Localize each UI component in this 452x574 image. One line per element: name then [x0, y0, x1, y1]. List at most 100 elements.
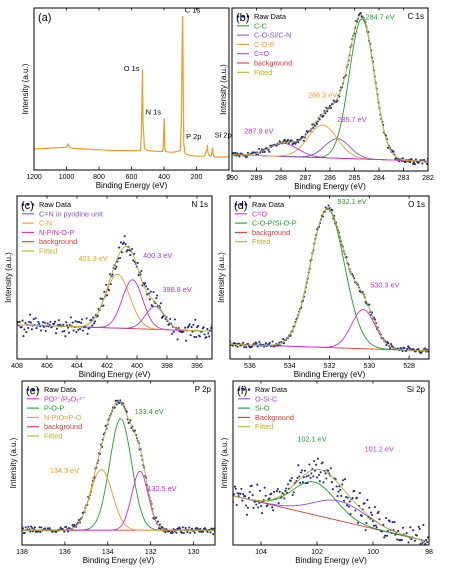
raw-data-point [272, 509, 275, 512]
raw-data-point [363, 502, 366, 505]
raw-data-point [277, 502, 280, 505]
raw-data-point [190, 527, 194, 530]
raw-data-point [172, 528, 175, 531]
peak-label: 286.3 eV [308, 91, 337, 100]
raw-data-point [342, 479, 345, 482]
peak-label: 401.3 eV [79, 254, 108, 263]
raw-data-point [119, 241, 123, 244]
raw-data-point [206, 530, 209, 533]
raw-data-point [377, 510, 380, 513]
raw-data-point [40, 329, 43, 332]
raw-data-point [149, 290, 152, 293]
legend-entry: C-O-Si/C-N [254, 31, 291, 40]
raw-data-point [72, 329, 75, 332]
peak-annotation: O 1s [124, 64, 140, 73]
raw-data-point [401, 349, 404, 353]
raw-data-point [260, 512, 263, 515]
raw-data-point [184, 339, 188, 342]
y-axis-label: Intensity (a.u.) [21, 63, 30, 114]
peak-label: 284.7 eV [366, 12, 395, 21]
raw-data-point [126, 248, 129, 252]
x-tick-label: 289 [251, 175, 263, 182]
raw-data-point [384, 534, 387, 537]
y-axis-label: Intensity (a.u.) [219, 64, 228, 115]
raw-data-point [78, 321, 81, 324]
legend-entry: Raw Data [44, 385, 77, 394]
raw-data-point [401, 526, 404, 529]
raw-data-point [129, 419, 132, 422]
raw-data-point [131, 247, 134, 250]
legend-b: Raw DataC-CC-O-Si/C-NC-O-PC=ObackgroundF… [236, 12, 292, 77]
raw-data-point [37, 530, 40, 533]
raw-data-point [297, 464, 300, 467]
panel-label: (f) [237, 385, 247, 397]
raw-data-point [290, 139, 293, 142]
raw-data-point [238, 155, 241, 158]
peak-annotation: C 1s [185, 5, 201, 14]
legend-entry: N-P/O=P-O [44, 413, 82, 422]
raw-data-point [189, 334, 192, 337]
raw-data-point [40, 526, 43, 529]
panel-title: Si 2p [407, 385, 426, 394]
raw-data-point [41, 321, 45, 324]
raw-data-point [266, 504, 269, 507]
raw-data-point [122, 241, 125, 244]
raw-data-point [31, 530, 35, 533]
raw-data-point [417, 347, 420, 351]
raw-data-point [182, 531, 185, 535]
raw-data-point [325, 106, 328, 109]
raw-data-point [195, 335, 198, 339]
raw-data-point [371, 513, 374, 516]
raw-data-point [289, 479, 292, 483]
component-peak [22, 469, 215, 531]
y-axis-label: Intensity (a.u.) [217, 252, 226, 303]
x-tick-label: 400 [131, 363, 143, 370]
raw-data-point [145, 285, 148, 288]
raw-data-point [301, 469, 304, 472]
raw-data-point [417, 525, 420, 528]
x-tick-label: 0 [227, 174, 231, 181]
raw-data-point [284, 139, 287, 142]
raw-data-point [294, 142, 297, 145]
raw-data-point [156, 294, 159, 297]
raw-data-point [324, 472, 327, 475]
peak-label: 133.4 eV [135, 407, 164, 416]
raw-data-point [171, 531, 174, 534]
raw-data-point [299, 481, 302, 484]
raw-data-point [93, 322, 96, 325]
peak-label: 400.3 eV [143, 251, 172, 260]
x-tick-label: 288 [275, 175, 287, 182]
raw-data-point [146, 288, 149, 291]
raw-data-point [197, 324, 200, 327]
legend-entry: N-P/N-O-P [39, 228, 74, 237]
raw-data-point [246, 151, 249, 154]
raw-data-point [24, 321, 27, 325]
raw-data-point [202, 530, 205, 533]
legend-entry: Fitted [44, 432, 62, 441]
raw-data-point [56, 324, 59, 327]
raw-data-point [114, 399, 117, 402]
raw-data-point [307, 474, 310, 477]
raw-data-point [29, 530, 32, 533]
raw-data-point [421, 541, 424, 544]
raw-data-point [397, 529, 400, 532]
raw-data-point [406, 347, 409, 350]
raw-data-point [284, 489, 287, 492]
x-tick-label: 100 [367, 549, 379, 556]
raw-data-point [426, 348, 429, 351]
raw-data-point [152, 290, 155, 294]
raw-data-point [347, 505, 350, 508]
raw-data-point [132, 252, 136, 255]
raw-data-point [305, 475, 308, 478]
raw-data-point [419, 542, 422, 545]
raw-data-point [184, 526, 187, 529]
raw-data-point [396, 538, 399, 541]
legend-entry: Raw Data [252, 200, 285, 209]
raw-data-point [33, 526, 36, 529]
raw-data-point [302, 476, 305, 479]
plot-frame [33, 7, 230, 171]
raw-data-point [255, 342, 258, 345]
raw-data-point [325, 477, 328, 480]
raw-data-point [65, 525, 68, 528]
